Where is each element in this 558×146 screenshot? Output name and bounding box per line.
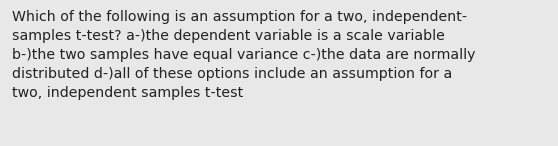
Text: Which of the following is an assumption for a two, independent-
samples t-test? : Which of the following is an assumption … — [12, 10, 476, 100]
